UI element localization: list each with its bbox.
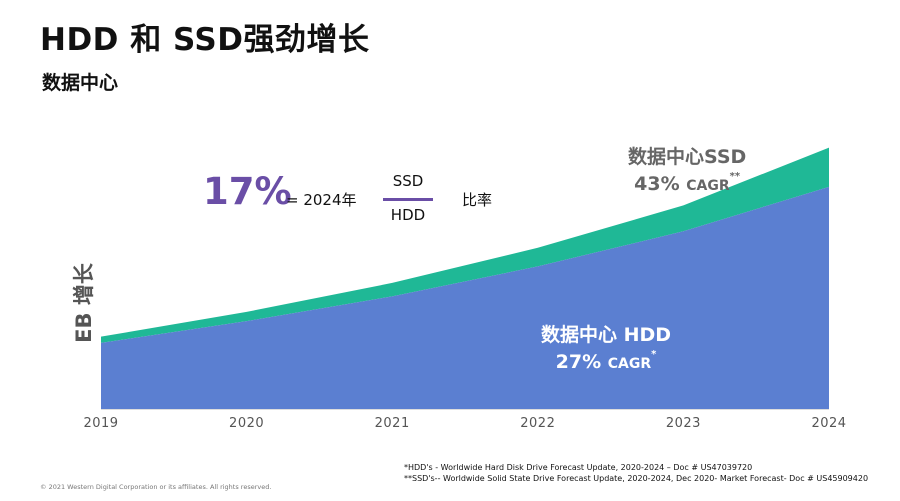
x-tick-label: 2022	[520, 416, 555, 431]
x-tick-label: 2019	[83, 416, 118, 431]
ssd-cagr-footnote-mark: **	[729, 171, 741, 182]
x-tick-label: 2023	[666, 416, 701, 431]
hdd-cagr-footnote-mark: *	[651, 349, 657, 360]
ratio-label: 比率	[462, 191, 493, 209]
ssd-series-label: 数据中心SSD 43% CAGR**	[628, 142, 746, 195]
footnote-ssd: **SSD's-- Worldwide Solid State Drive Fo…	[404, 474, 869, 483]
hdd-cagr-label: 27% CAGR*	[541, 349, 671, 373]
ratio-numerator: SSD	[392, 172, 424, 190]
y-axis-label: EB 增长	[72, 262, 96, 343]
hdd-area	[101, 186, 829, 409]
page-title: HDD 和 SSD强劲增长	[40, 22, 370, 58]
copyright-notice: © 2021 Western Digital Corporation or it…	[40, 483, 272, 491]
hdd-series-name: 数据中心 HDD	[541, 324, 672, 346]
x-tick-label: 2024	[811, 416, 846, 431]
x-axis-ticks: 2019 2020 2021 2022 2023 2024	[83, 416, 846, 431]
ssd-series-name: 数据中心SSD	[628, 146, 747, 168]
ratio-fraction-bar	[383, 198, 433, 201]
x-tick-label: 2020	[229, 416, 264, 431]
page-subtitle: 数据中心	[42, 72, 119, 94]
x-tick-label: 2021	[375, 416, 410, 431]
hdd-series-label: 数据中心 HDD 27% CAGR*	[541, 320, 671, 373]
hdd-cagr-text: CAGR	[607, 356, 652, 372]
ratio-equals-year: = 2024年	[286, 191, 357, 209]
ssd-cagr-percent: 43%	[634, 173, 680, 195]
ratio-percent: 17%	[203, 170, 292, 213]
ssd-cagr-label: 43% CAGR**	[628, 171, 746, 195]
hdd-cagr-percent: 27%	[555, 351, 602, 373]
footnote-hdd: *HDD's - Worldwide Hard Disk Drive Forec…	[404, 463, 753, 472]
ssd-cagr-text: CAGR	[686, 178, 730, 194]
ratio-denominator: HDD	[390, 206, 426, 224]
